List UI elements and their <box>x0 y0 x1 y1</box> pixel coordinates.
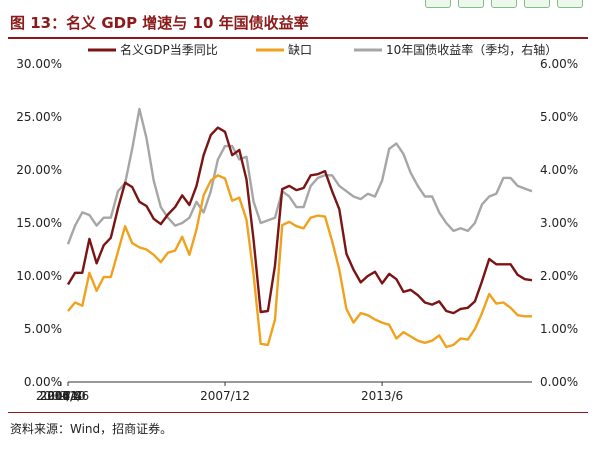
series-line-2 <box>66 107 533 245</box>
copy-icon[interactable] <box>425 0 451 8</box>
legend-label: 10年国债收益率（季均，右轴） <box>386 42 557 57</box>
y-left-tick-label: 30.00% <box>16 57 62 71</box>
x-tick-label: 2015/4 <box>40 389 82 403</box>
x-tick-label: 2017/2 <box>40 389 82 403</box>
y-right-tick-label: 5.00% <box>540 110 578 124</box>
expand-icon[interactable] <box>458 0 484 8</box>
y-right-tick-label: 0.00% <box>540 375 578 389</box>
x-tick-label: 2013/6 <box>361 389 403 403</box>
x-tick-label: 2004/4 <box>40 389 82 403</box>
legend-label: 名义GDP当季同比 <box>120 42 218 57</box>
x-tick-label: 2006/2 <box>40 389 82 403</box>
chart-title: 图 13：名义 GDP 增速与 10 年国债收益率 <box>10 14 309 32</box>
toolbar <box>425 0 597 8</box>
y-right-tick-label: 3.00% <box>540 216 578 230</box>
source-note: 资料来源：Wind，招商证券。 <box>10 422 173 436</box>
x-tick-label: 2007/12 <box>200 389 250 403</box>
y-right-tick-label: 1.00% <box>540 322 578 336</box>
series-line-1 <box>67 174 532 349</box>
source-divider <box>8 412 588 413</box>
y-left-tick-label: 5.00% <box>24 322 62 336</box>
y-right-tick-label: 6.00% <box>540 57 578 71</box>
share-icon[interactable] <box>491 0 517 8</box>
series-line-0 <box>66 126 533 315</box>
x-tick-label: 2009/10 <box>36 389 86 403</box>
y-left-tick-label: 25.00% <box>16 110 62 124</box>
save-icon[interactable] <box>524 0 550 8</box>
legend-label: 缺口 <box>288 42 312 57</box>
y-left-tick-label: 0.00% <box>24 375 62 389</box>
y-left-tick-label: 10.00% <box>16 269 62 283</box>
x-tick-label: 2002/6 <box>47 389 89 403</box>
title-divider <box>8 37 588 39</box>
x-tick-label: 2011/8 <box>40 389 82 403</box>
settings-icon[interactable] <box>557 0 583 8</box>
y-right-tick-label: 2.00% <box>540 269 578 283</box>
y-left-tick-label: 20.00% <box>16 163 62 177</box>
y-right-tick-label: 4.00% <box>540 163 578 177</box>
y-left-tick-label: 15.00% <box>16 216 62 230</box>
